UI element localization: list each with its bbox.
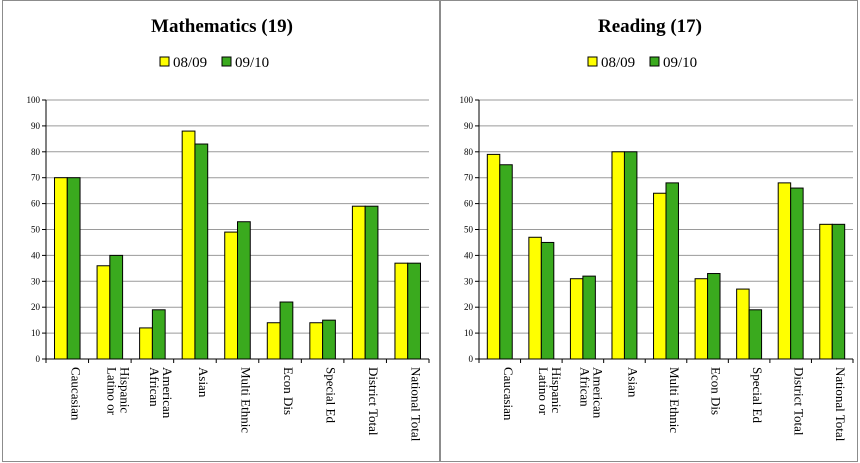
bar — [777, 182, 792, 360]
chart-title: Mathematics (19) — [151, 16, 293, 37]
x-tick-label: District Total — [792, 367, 807, 436]
y-tick-label: 30 — [31, 276, 41, 286]
y-tick-label: 100 — [27, 95, 41, 105]
x-tick-label: Multi Ethnic — [667, 367, 682, 433]
x-tick-label: Latino or — [104, 367, 119, 416]
math-chart-panel: Mathematics (19) 08/09 09/10 0 10 20 30 40 50 60 7… — [2, 0, 440, 462]
bar — [151, 309, 166, 360]
bar — [309, 322, 324, 360]
x-tick-label: Asian — [196, 367, 211, 398]
legend-swatch — [221, 56, 232, 67]
bar — [736, 288, 750, 360]
legend-label: 08/09 — [601, 55, 635, 71]
y-tick-label: 80 — [31, 147, 41, 157]
bar — [623, 151, 638, 360]
bar — [528, 236, 542, 360]
x-tick-label: Special Ed — [750, 367, 765, 423]
chart-title: Reading (17) — [598, 16, 702, 37]
legend-label: 09/10 — [235, 55, 269, 71]
x-tick-label: Econ Dis — [281, 367, 296, 415]
bar — [819, 223, 833, 360]
bar — [569, 278, 584, 360]
y-tick-label: 70 — [464, 173, 474, 183]
legend-swatch — [159, 56, 170, 67]
bar — [224, 231, 239, 360]
y-tick-label: 0 — [469, 354, 474, 364]
x-tick-label: Special Ed — [324, 367, 339, 423]
x-tick-label: Asian — [625, 367, 640, 398]
y-tick-label: 30 — [464, 276, 474, 286]
x-tick-label: Econ Dis — [709, 367, 724, 415]
bar — [66, 177, 81, 360]
reading-bar-chart: Reading (17) 08/09 09/10 0 10 20 30 40 50 60 70 80 9… — [460, 16, 854, 442]
x-tick-label: National Total — [409, 367, 424, 442]
bar — [351, 205, 366, 360]
x-tick-label: District Total — [366, 367, 381, 436]
bar — [237, 221, 251, 360]
y-tick-label: 60 — [464, 199, 474, 209]
y-tick-label: 20 — [31, 302, 41, 312]
y-tick-label: 10 — [31, 328, 41, 338]
x-tick-label: Multi Ethnic — [239, 367, 254, 433]
bar — [499, 164, 513, 360]
bar — [540, 241, 555, 360]
y-tick-label: 50 — [464, 225, 474, 235]
bar — [194, 143, 209, 360]
y-tick-label: 40 — [31, 250, 41, 260]
x-tick-label: National Total — [833, 367, 848, 442]
legend: 08/09 09/10 — [159, 55, 269, 71]
y-tick-label: 80 — [464, 147, 474, 157]
bar — [665, 182, 679, 360]
legend-label: 09/10 — [663, 55, 697, 71]
x-tick-label: Hispanic — [117, 367, 132, 413]
legend-swatch — [587, 56, 598, 67]
legend: 08/09 09/10 — [587, 55, 697, 71]
y-tick-label: 70 — [31, 173, 41, 183]
bar — [707, 273, 721, 360]
bar — [748, 309, 763, 360]
bar — [611, 151, 625, 360]
bar — [694, 278, 709, 360]
x-tick-label: African — [577, 367, 592, 407]
bar — [54, 177, 68, 360]
x-tick-label: Caucasian — [501, 367, 516, 421]
math-bar-chart: Mathematics (19) 08/09 09/10 0 10 20 30 40 50 60 7… — [27, 16, 430, 442]
legend-label: 08/09 — [173, 55, 207, 71]
x-tick-label: Latino or — [536, 367, 551, 416]
bar — [322, 319, 336, 360]
y-tick-label: 90 — [464, 121, 474, 131]
y-tick-label: 100 — [460, 95, 474, 105]
y-tick-label: 90 — [31, 121, 41, 131]
bar — [582, 275, 596, 360]
x-tick-label: American — [160, 367, 175, 419]
legend-swatch — [649, 56, 660, 67]
bar — [394, 262, 409, 360]
bar — [181, 130, 196, 360]
reading-chart-panel: Reading (17) 08/09 09/10 0 10 20 30 40 50 60 70 80 9… — [440, 0, 858, 462]
bar — [790, 187, 804, 360]
y-tick-label: 20 — [464, 302, 474, 312]
bar — [279, 301, 294, 360]
bar — [266, 322, 281, 360]
x-tick-label: Hispanic — [549, 367, 564, 413]
y-tick-label: 50 — [31, 225, 41, 235]
y-tick-label: 0 — [36, 354, 41, 364]
bar — [486, 153, 501, 360]
bar — [139, 327, 153, 360]
bar — [653, 192, 667, 360]
y-tick-label: 10 — [464, 328, 474, 338]
x-tick-label: Caucasian — [68, 367, 83, 421]
y-tick-label: 60 — [31, 199, 41, 209]
x-tick-label: African — [147, 367, 162, 407]
x-tick-label: American — [590, 367, 605, 419]
y-tick-label: 40 — [464, 250, 474, 260]
bar — [407, 262, 421, 360]
bar — [96, 265, 111, 360]
bar — [109, 254, 124, 360]
bar — [364, 205, 379, 360]
bar — [831, 223, 846, 360]
